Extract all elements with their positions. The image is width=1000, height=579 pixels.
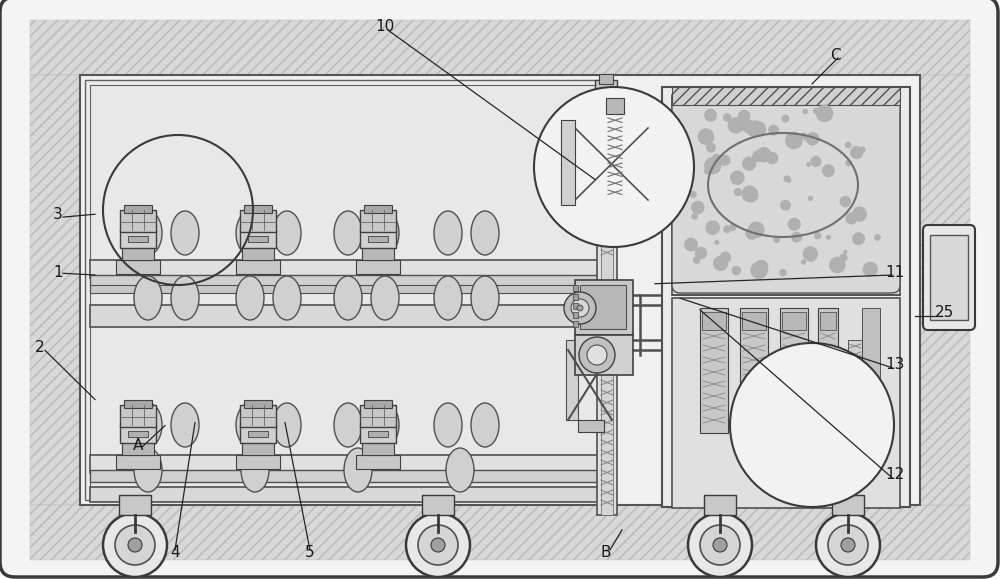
Circle shape: [852, 232, 865, 245]
Circle shape: [128, 538, 142, 552]
Circle shape: [738, 110, 750, 122]
Bar: [597, 85, 617, 515]
Circle shape: [787, 178, 791, 183]
Bar: [30, 505, 970, 560]
Circle shape: [810, 156, 822, 167]
Ellipse shape: [434, 276, 462, 320]
Bar: [360, 230, 396, 248]
Bar: [360, 425, 396, 443]
Bar: [820, 312, 836, 330]
Bar: [90, 487, 605, 502]
Bar: [573, 303, 578, 309]
Ellipse shape: [273, 403, 301, 447]
Bar: [120, 425, 156, 443]
Bar: [672, 87, 900, 105]
Circle shape: [845, 142, 851, 148]
Bar: [119, 495, 151, 515]
Circle shape: [806, 251, 816, 262]
Bar: [80, 75, 920, 505]
Circle shape: [431, 538, 445, 552]
Bar: [818, 308, 838, 398]
Text: B: B: [601, 545, 611, 560]
Circle shape: [791, 232, 802, 243]
Circle shape: [785, 131, 803, 149]
Circle shape: [734, 188, 742, 196]
Bar: [356, 260, 400, 274]
Circle shape: [695, 247, 707, 259]
Circle shape: [822, 164, 835, 177]
Bar: [30, 75, 80, 505]
Circle shape: [691, 201, 704, 214]
Bar: [90, 85, 605, 275]
Bar: [422, 495, 454, 515]
Circle shape: [860, 146, 866, 152]
Bar: [578, 420, 604, 432]
Circle shape: [705, 221, 720, 235]
Ellipse shape: [134, 448, 162, 492]
Circle shape: [729, 224, 736, 231]
Bar: [362, 441, 394, 455]
Bar: [576, 110, 588, 198]
Circle shape: [713, 538, 727, 552]
Circle shape: [579, 337, 615, 373]
Bar: [566, 340, 578, 420]
Ellipse shape: [134, 403, 162, 447]
Ellipse shape: [371, 403, 399, 447]
Circle shape: [788, 218, 801, 230]
Bar: [595, 80, 617, 98]
Ellipse shape: [344, 448, 372, 492]
Circle shape: [406, 513, 470, 577]
Circle shape: [714, 240, 719, 245]
Bar: [672, 95, 900, 295]
Ellipse shape: [236, 211, 264, 255]
Circle shape: [768, 124, 779, 135]
Circle shape: [845, 212, 857, 225]
Bar: [90, 275, 605, 287]
Circle shape: [704, 109, 717, 122]
Bar: [368, 431, 388, 437]
Bar: [90, 455, 605, 473]
Bar: [116, 260, 160, 274]
Ellipse shape: [273, 276, 301, 320]
Circle shape: [782, 115, 789, 122]
Circle shape: [732, 266, 741, 275]
Ellipse shape: [171, 211, 199, 255]
Circle shape: [843, 250, 847, 254]
Circle shape: [741, 119, 755, 133]
Bar: [122, 246, 154, 260]
Circle shape: [745, 226, 758, 240]
Bar: [740, 308, 768, 433]
Circle shape: [850, 146, 863, 159]
Text: A: A: [133, 438, 143, 453]
Bar: [362, 246, 394, 260]
Bar: [242, 246, 274, 260]
Bar: [672, 298, 900, 508]
Circle shape: [418, 525, 458, 565]
Circle shape: [723, 225, 731, 233]
Circle shape: [571, 299, 589, 317]
Text: C: C: [830, 47, 840, 63]
Ellipse shape: [273, 211, 301, 255]
Bar: [599, 74, 613, 84]
Circle shape: [863, 262, 878, 277]
Circle shape: [750, 262, 768, 279]
Circle shape: [720, 251, 731, 263]
Circle shape: [693, 256, 700, 264]
Circle shape: [801, 259, 806, 265]
FancyBboxPatch shape: [923, 225, 975, 330]
Circle shape: [730, 343, 894, 507]
Circle shape: [839, 254, 848, 262]
Circle shape: [704, 157, 721, 174]
Text: 4: 4: [170, 545, 180, 560]
Circle shape: [691, 213, 698, 220]
Ellipse shape: [236, 276, 264, 320]
Bar: [573, 294, 578, 300]
Circle shape: [773, 236, 780, 243]
Text: 3: 3: [53, 207, 63, 222]
Ellipse shape: [371, 211, 399, 255]
Circle shape: [780, 200, 791, 211]
Circle shape: [803, 246, 818, 261]
Bar: [782, 312, 806, 330]
Bar: [832, 495, 864, 515]
